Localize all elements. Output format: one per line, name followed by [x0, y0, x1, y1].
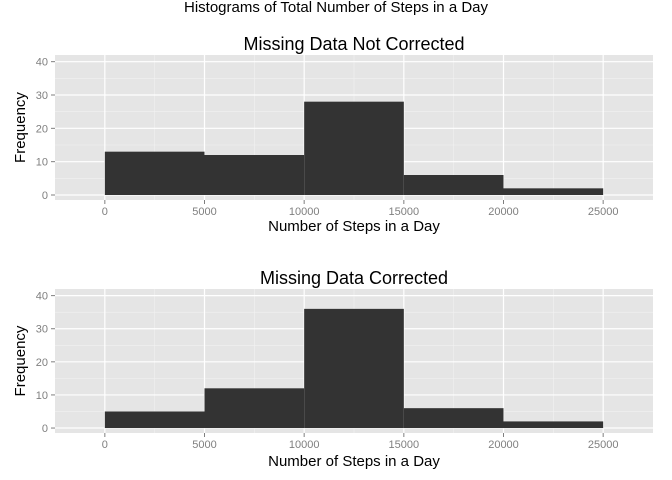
- panel-title: Missing Data Not Corrected: [243, 34, 464, 54]
- histogram-bar: [403, 175, 504, 195]
- histogram-bar: [503, 188, 604, 195]
- x-axis-label: Number of Steps in a Day: [268, 453, 440, 470]
- histogram-bar: [503, 421, 604, 429]
- y-axis-label: Frequency: [12, 92, 29, 163]
- histogram-bar: [204, 388, 305, 429]
- x-tick-label: 10000: [289, 439, 320, 451]
- x-tick-label: 0: [102, 439, 108, 451]
- histogram-bar: [204, 155, 305, 195]
- x-axis-label: Number of Steps in a Day: [268, 218, 440, 235]
- histogram-bar: [304, 101, 404, 195]
- x-tick-label: 25000: [588, 206, 619, 218]
- y-axis-label: Frequency: [12, 325, 29, 396]
- x-tick-label: 20000: [488, 439, 519, 451]
- y-tick-label: 10: [36, 390, 48, 402]
- x-tick-label: 15000: [389, 206, 420, 218]
- x-tick-label: 0: [102, 206, 108, 218]
- histogram-bar: [104, 151, 205, 195]
- y-tick-label: 30: [36, 90, 48, 102]
- x-tick-label: 25000: [588, 439, 619, 451]
- figure-title: Histograms of Total Number of Steps in a…: [184, 0, 489, 16]
- y-tick-label: 0: [42, 423, 48, 435]
- histogram-bar: [304, 308, 404, 429]
- y-tick-label: 0: [42, 190, 48, 202]
- y-tick-label: 40: [36, 57, 48, 69]
- y-tick-label: 30: [36, 324, 48, 336]
- y-tick-label: 20: [36, 123, 48, 135]
- histogram-corrected: 0 5000 10000 15000 20000 25000 0 10 20 30 40 Missin…: [12, 268, 653, 470]
- y-tick-label: 10: [36, 157, 48, 169]
- y-tick-label: 40: [36, 291, 48, 303]
- x-tick-label: 15000: [389, 439, 420, 451]
- histogram-bar: [403, 408, 504, 429]
- y-tick-label: 20: [36, 357, 48, 369]
- x-tick-label: 5000: [192, 206, 216, 218]
- x-tick-label: 10000: [289, 206, 320, 218]
- panel-title: Missing Data Corrected: [260, 268, 448, 288]
- histogram-not-corrected: 0 5000 10000 15000 20000 25000 0 10 20 30 40 Missin…: [12, 34, 653, 235]
- x-tick-label: 5000: [192, 439, 216, 451]
- histogram-bar: [104, 411, 205, 429]
- x-tick-label: 20000: [488, 206, 519, 218]
